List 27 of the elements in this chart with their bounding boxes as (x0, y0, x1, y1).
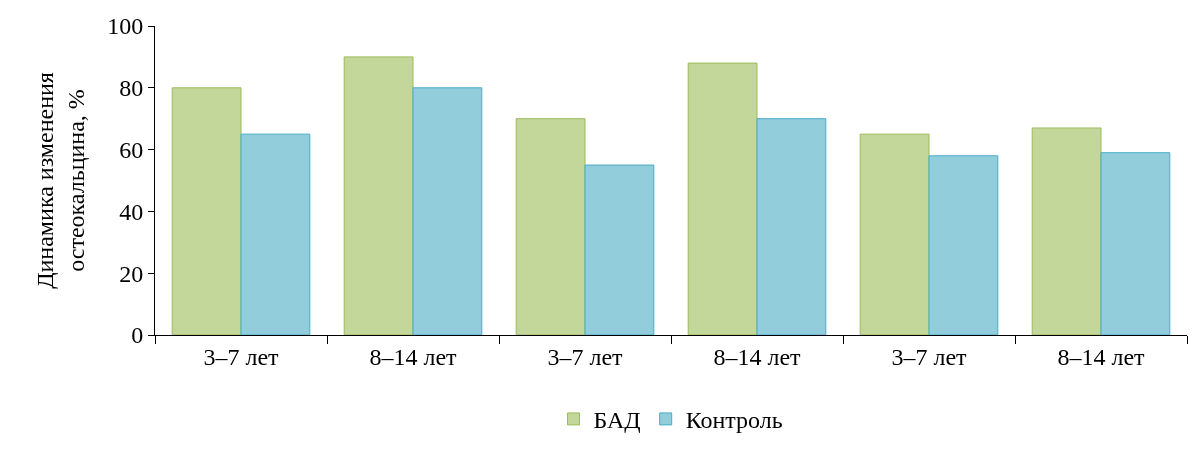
bar (343, 56, 414, 335)
legend-label: БАД (593, 407, 641, 434)
x-tick-label: 3–7 лет (891, 343, 968, 370)
x-tick-label: 3–7 лет (547, 343, 624, 370)
y-tick-label: 20 (119, 260, 144, 287)
y-tick-label: 40 (119, 198, 144, 225)
bar (240, 133, 311, 335)
x-tick-label: 8–14 лет (1057, 343, 1146, 370)
legend-label: Контроль (685, 407, 783, 434)
x-tick-label: 3–7 лет (203, 343, 280, 370)
y-tick-label: 100 (107, 13, 144, 40)
y-axis-title: Динамика изменения остеокальцина, % (32, 72, 90, 289)
bar (756, 118, 827, 335)
bar (584, 164, 655, 335)
bar (859, 133, 930, 335)
y-tick-label: 60 (119, 137, 144, 163)
bar (1031, 127, 1102, 335)
bar (171, 87, 242, 335)
x-tick-label: 8–14 лет (369, 343, 458, 370)
x-tick-label: 8–14 лет (713, 343, 802, 370)
y-tick-label: 80 (119, 75, 144, 102)
bar (928, 155, 999, 335)
bar (687, 62, 758, 335)
y-tick-label: 0 (131, 322, 144, 349)
bar (1100, 152, 1171, 335)
bar (515, 118, 586, 335)
bar (412, 87, 483, 335)
